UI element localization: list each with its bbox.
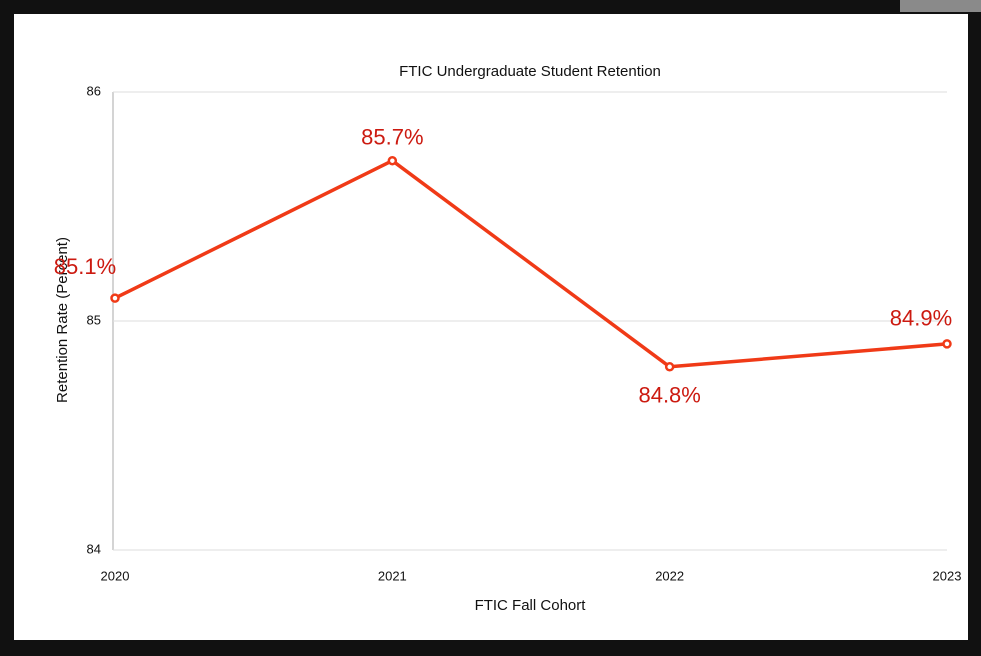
chart-title: FTIC Undergraduate Student Retention: [399, 63, 661, 80]
x-tick-label: 2022: [655, 568, 684, 583]
y-axis-title: Retention Rate (Percent): [54, 237, 71, 403]
point: [387, 155, 398, 166]
data-label: 85.1%: [54, 254, 116, 279]
x-tick-label: 2023: [933, 568, 962, 583]
x-tick-label: 2020: [101, 568, 130, 583]
y-tick-label: 85: [87, 312, 101, 327]
point: [664, 362, 675, 372]
backdrop: [900, 0, 981, 12]
x-tick-label: 2021: [378, 568, 407, 583]
point: [942, 339, 952, 349]
x-axis-title: FTIC Fall Cohort: [475, 597, 587, 614]
data-label: 85.7%: [361, 125, 423, 150]
chart-area: [14, 14, 968, 640]
y-tick-label: 86: [87, 83, 101, 98]
data-label: 84.8%: [638, 383, 700, 408]
line: [114, 158, 948, 369]
y-tick-label: 84: [87, 541, 101, 556]
data-label: 84.9%: [890, 306, 952, 331]
point: [110, 293, 120, 303]
